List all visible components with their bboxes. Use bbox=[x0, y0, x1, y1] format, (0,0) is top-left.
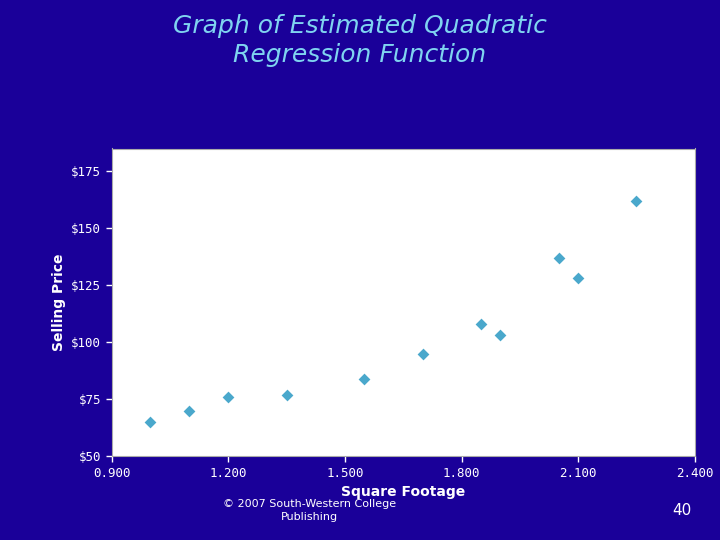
Text: 40: 40 bbox=[672, 503, 691, 518]
Point bbox=[631, 197, 642, 205]
Text: Graph of Estimated Quadratic
Regression Function: Graph of Estimated Quadratic Regression … bbox=[173, 14, 547, 67]
Point bbox=[145, 418, 156, 427]
Point bbox=[417, 349, 428, 358]
X-axis label: Square Footage: Square Footage bbox=[341, 485, 465, 500]
Point bbox=[495, 331, 506, 340]
Point bbox=[222, 393, 234, 401]
Point bbox=[572, 274, 584, 283]
Point bbox=[281, 390, 292, 399]
Text: © 2007 South-Western College
Publishing: © 2007 South-Western College Publishing bbox=[223, 499, 396, 522]
Y-axis label: Selling Price: Selling Price bbox=[52, 254, 66, 351]
Point bbox=[553, 254, 564, 262]
Point bbox=[359, 374, 370, 383]
Point bbox=[475, 320, 487, 328]
Point bbox=[184, 407, 195, 415]
